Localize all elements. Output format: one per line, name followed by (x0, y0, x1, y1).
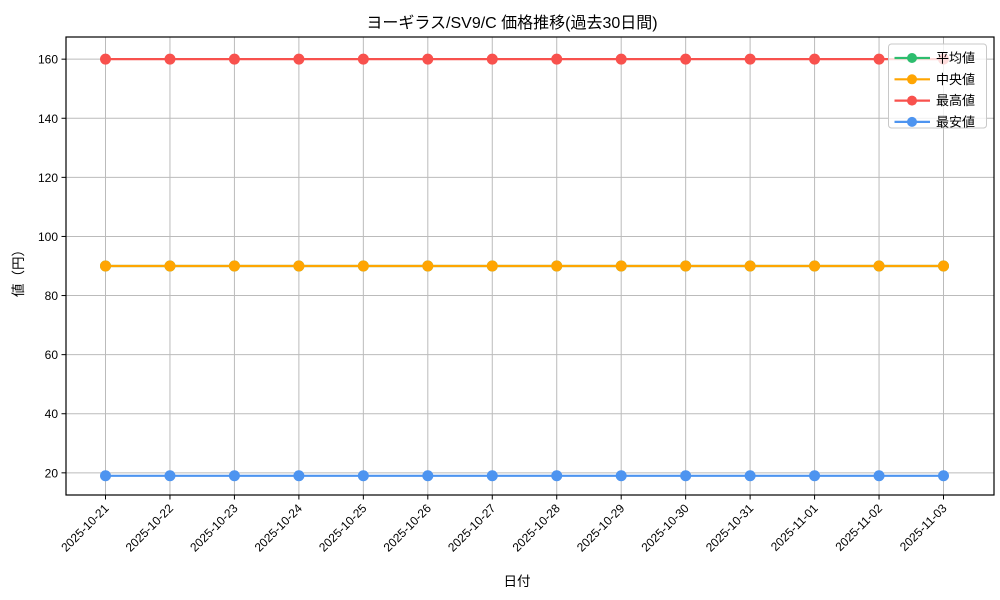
y-tick-label: 80 (45, 289, 59, 303)
y-tick-label: 160 (38, 53, 58, 67)
y-tick-label: 140 (38, 112, 58, 126)
series-marker-median (809, 260, 821, 272)
x-tick-label: 2025-10-27 (445, 501, 499, 555)
series-marker-min (809, 470, 821, 482)
x-tick-label: 2025-10-25 (316, 501, 370, 555)
legend-item-average: 平均値 (894, 51, 975, 66)
y-tick-label: 100 (38, 230, 58, 244)
series-marker-max (873, 53, 885, 65)
series-marker-min (486, 470, 498, 482)
legend-label-median: 中央値 (936, 72, 975, 87)
x-tick-label: 2025-10-22 (123, 501, 177, 555)
series-marker-median (228, 260, 240, 272)
series-marker-min (615, 470, 627, 482)
series-marker-median (357, 260, 369, 272)
series-marker-max (809, 53, 821, 65)
series-marker-max (551, 53, 563, 65)
series-marker-median (422, 260, 434, 272)
legend-marker-average (907, 53, 917, 63)
series-marker-min (873, 470, 885, 482)
chart-title: ヨーギラス/SV9/C 価格推移(過去30日間) (366, 14, 657, 32)
legend-item-max: 最高値 (894, 93, 975, 108)
series-marker-median (486, 260, 498, 272)
series-marker-max (744, 53, 756, 65)
series-marker-max (680, 53, 692, 65)
legend-label-min: 最安値 (936, 114, 975, 129)
series-marker-min (100, 470, 111, 482)
series-marker-max (486, 53, 498, 65)
series-layer (100, 53, 949, 482)
legend-label-max: 最高値 (936, 93, 975, 108)
legend-label-average: 平均値 (936, 51, 975, 66)
series-marker-median (100, 260, 111, 272)
series-marker-median (164, 260, 176, 272)
legend-item-median: 中央値 (894, 72, 975, 87)
x-tick-label: 2025-10-31 (703, 501, 757, 555)
series-marker-max (228, 53, 240, 65)
series-marker-min (164, 470, 176, 482)
series-marker-min (551, 470, 563, 482)
y-tick-label: 40 (45, 407, 59, 421)
series-marker-max (293, 53, 305, 65)
series-marker-median (680, 260, 692, 272)
series-marker-max (615, 53, 627, 65)
x-tick-label: 2025-10-29 (574, 501, 628, 555)
x-tick-label: 2025-10-28 (510, 501, 564, 555)
legend-box (888, 43, 987, 129)
x-tick-label: 2025-10-21 (58, 501, 112, 555)
y-axis-ticks: 20 40 60 80 100 120 140 160 (38, 53, 66, 480)
x-tick-label: 2025-11-03 (897, 501, 950, 554)
series-marker-max (164, 53, 176, 65)
series-marker-min (357, 470, 369, 482)
x-tick-label: 2025-11-01 (768, 501, 821, 554)
series-marker-median (615, 260, 627, 272)
legend-marker-min (907, 116, 917, 127)
series-marker-max (100, 53, 111, 65)
series-marker-min (293, 470, 305, 482)
y-tick-label: 60 (45, 348, 59, 362)
series-marker-min (744, 470, 756, 482)
series-marker-median (293, 260, 305, 272)
x-axis-ticks: 2025-10-21 2025-10-22 2025-10-23 2025-10-24… (58, 495, 950, 555)
x-tick-label: 2025-11-02 (832, 501, 885, 554)
legend-marker-max (907, 95, 917, 106)
series-marker-min (938, 470, 949, 482)
series-marker-max (357, 53, 369, 65)
series-marker-min (422, 470, 434, 482)
x-tick-label: 2025-10-24 (252, 501, 306, 555)
series-marker-max (422, 53, 434, 65)
legend-marker-median (907, 74, 917, 85)
y-axis-label: 値（円） (11, 243, 26, 297)
series-marker-median (551, 260, 563, 272)
x-axis-label: 日付 (504, 574, 531, 589)
series-marker-median (938, 260, 949, 272)
y-tick-label: 20 (45, 466, 59, 480)
legend-item-min: 最安値 (894, 114, 975, 129)
series-marker-median (873, 260, 885, 272)
x-tick-label: 2025-10-26 (381, 501, 435, 555)
series-marker-min (228, 470, 240, 482)
y-tick-label: 120 (38, 171, 58, 185)
series-marker-min (680, 470, 692, 482)
plot-border (65, 36, 995, 496)
series-marker-median (744, 260, 756, 272)
x-tick-label: 2025-10-30 (638, 501, 692, 555)
x-tick-label: 2025-10-23 (187, 501, 241, 555)
